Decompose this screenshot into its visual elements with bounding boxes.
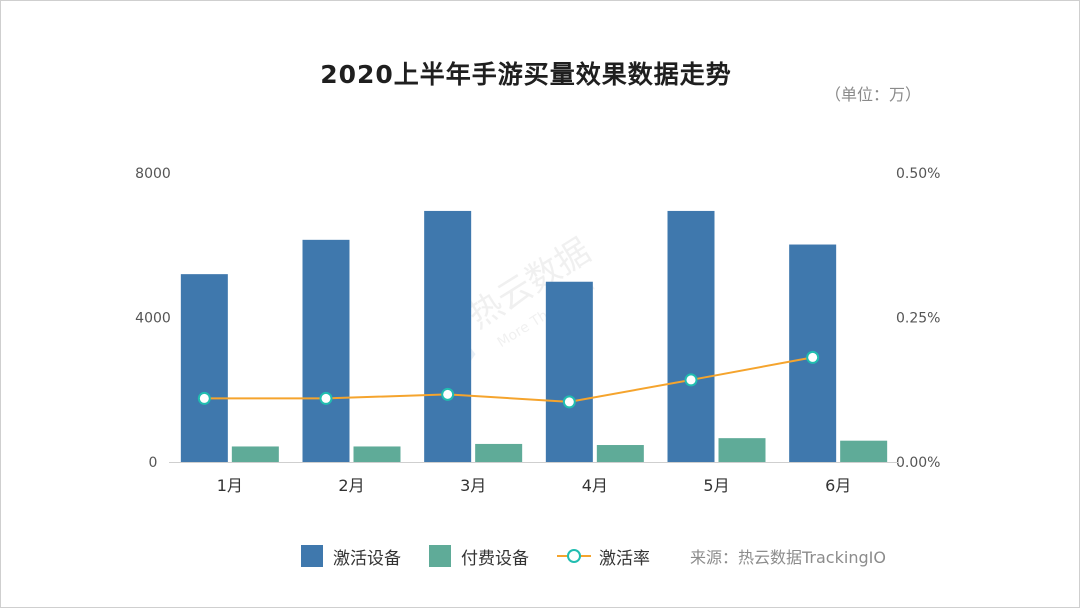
y-right-tick-label: 0.50%: [896, 166, 940, 182]
chart-title: 2020上半年手游买量效果数据走势: [320, 60, 732, 89]
bar-activations: [667, 210, 715, 462]
bar-paid: [840, 440, 888, 462]
bar-activations: [424, 210, 472, 462]
bar-paid: [475, 443, 523, 462]
legend-item-activations: 激活设备: [301, 544, 401, 569]
rate-point: [441, 387, 455, 401]
legend-item-paid: 付费设备: [429, 544, 529, 569]
x-tick-label: 6月: [825, 476, 851, 495]
rate-point: [806, 350, 820, 364]
y-right-tick-label: 0.25%: [896, 311, 940, 327]
x-tick-label: 5月: [703, 476, 729, 495]
legend-label-rate: 激活率: [599, 548, 650, 569]
legend: 激活设备 付费设备 激活率 来源：热云数据TrackingIO: [301, 544, 886, 569]
legend-label-activations: 激活设备: [333, 548, 401, 569]
x-tick-label: 4月: [582, 476, 608, 495]
bar-activations: [302, 239, 350, 462]
source-note: 来源：热云数据TrackingIO: [690, 548, 886, 567]
legend-label-paid: 付费设备: [461, 548, 529, 569]
x-tick-label: 2月: [338, 476, 364, 495]
unit-label: （单位：万）: [824, 85, 921, 104]
y-left-tick-label: 4000: [135, 311, 171, 327]
x-tick-label: 1月: [217, 476, 243, 495]
legend-swatch-paid: [429, 545, 451, 567]
rate-line: [204, 356, 813, 403]
rate-point: [319, 391, 333, 405]
y-left-tick-label: 8000: [135, 166, 171, 182]
y-right-tick-label: 0.00%: [896, 455, 940, 471]
bar-paid: [353, 446, 401, 462]
bar-paid: [718, 438, 766, 462]
rate-point: [684, 373, 698, 387]
bar-activations: [545, 281, 593, 462]
y-left-tick-label: 0: [149, 455, 158, 471]
bar-paid: [596, 445, 644, 462]
x-tick-label: 3月: [460, 476, 486, 495]
legend-swatch-rate: [557, 549, 591, 563]
legend-item-rate: 激活率: [557, 544, 650, 569]
rate-point: [197, 391, 211, 405]
rate-point: [562, 395, 576, 409]
bar-paid: [231, 446, 279, 462]
legend-swatch-activations: [301, 545, 323, 567]
bar-activations: [180, 274, 228, 462]
